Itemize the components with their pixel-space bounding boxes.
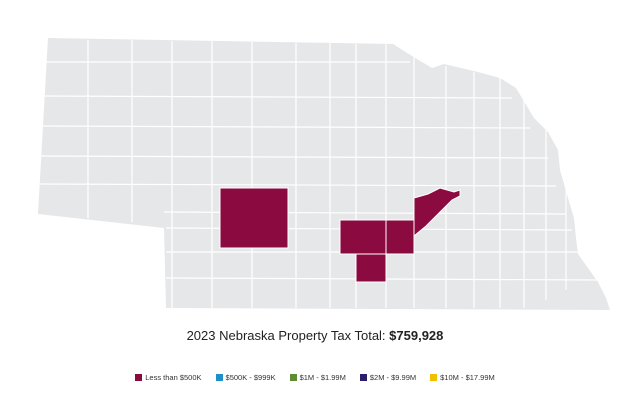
caption-prefix: 2023 Nebraska Property Tax Total: xyxy=(186,328,386,343)
county-highlight xyxy=(413,187,461,238)
county-highlight xyxy=(355,253,387,283)
legend-label: $10M - $17.99M xyxy=(440,373,495,382)
legend-swatch xyxy=(289,374,297,381)
legend-label: $2M - $9.99M xyxy=(369,373,417,382)
county-highlight xyxy=(385,219,415,255)
legend-label: Less than $500K xyxy=(145,373,202,382)
county-highlight xyxy=(339,219,387,255)
caption-total: $759,928 xyxy=(389,328,444,343)
highlighted-counties xyxy=(219,187,461,283)
legend-swatch xyxy=(359,374,367,381)
county-highlight xyxy=(219,187,289,249)
legend-label: $500K - $999K xyxy=(225,373,276,382)
legend: Less than $500K $500K - $999K $1M - $1.9… xyxy=(0,373,630,382)
legend-item: $500K - $999K xyxy=(215,373,276,382)
legend-swatch xyxy=(135,374,143,381)
nebraska-county-map xyxy=(38,38,610,310)
map-caption: 2023 Nebraska Property Tax Total: $759,9… xyxy=(0,328,630,343)
legend-item: $1M - $1.99M xyxy=(289,373,346,382)
legend-item: Less than $500K xyxy=(135,373,202,382)
legend-item: $2M - $9.99M xyxy=(359,373,417,382)
legend-label: $1M - $1.99M xyxy=(299,373,346,382)
legend-item: $10M - $17.99M xyxy=(430,373,495,382)
legend-swatch xyxy=(215,374,223,381)
legend-swatch xyxy=(430,374,438,381)
state-outline xyxy=(38,38,610,310)
